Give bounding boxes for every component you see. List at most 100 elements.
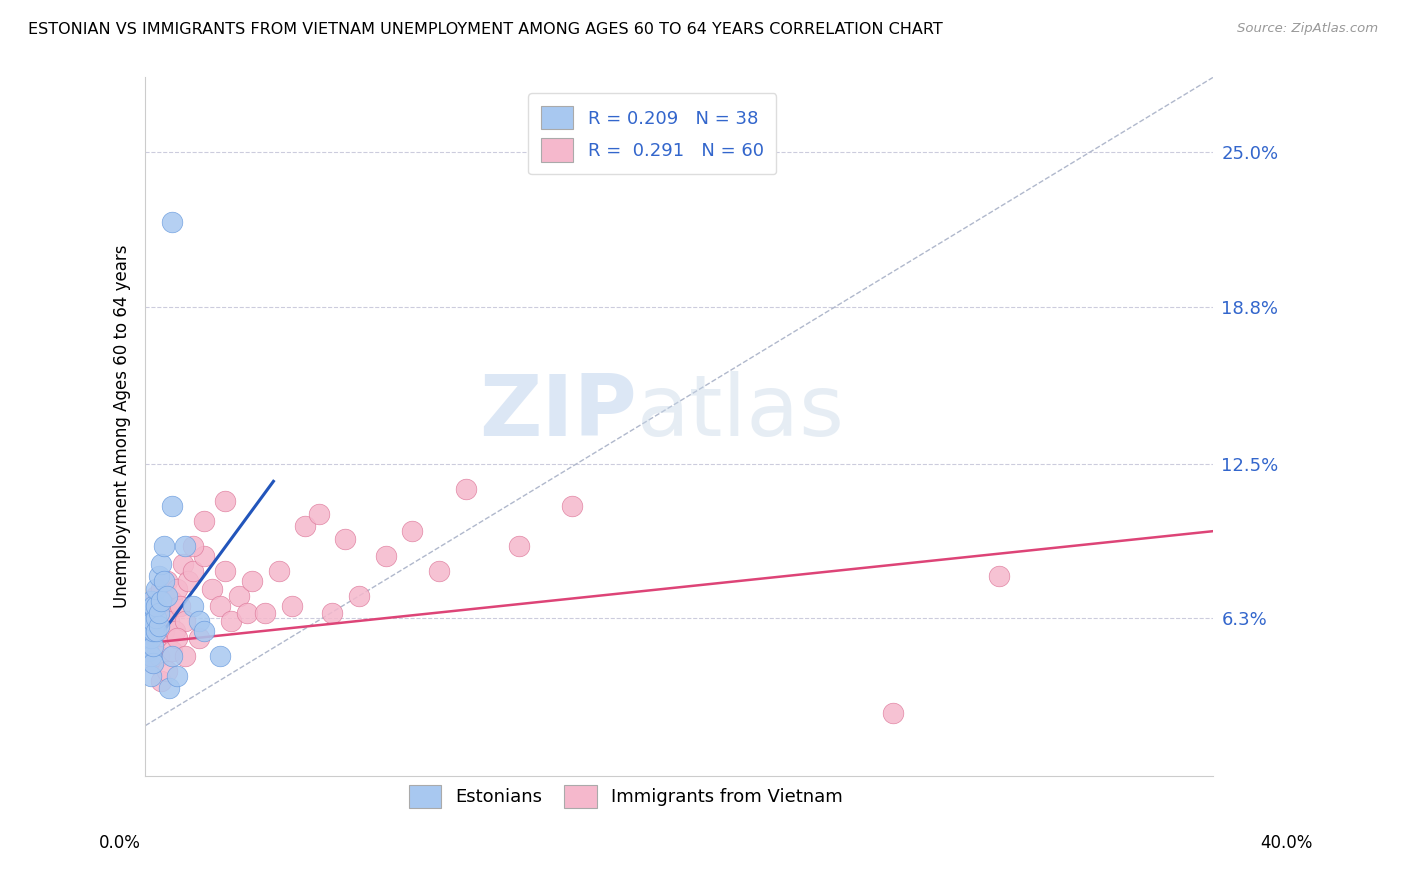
Point [281, 599, 304, 613]
Point [454, 482, 477, 496]
Point [347, 589, 370, 603]
Point [157, 614, 180, 628]
Point [209, 599, 232, 613]
Text: 40.0%: 40.0% [1260, 834, 1313, 852]
Point [209, 648, 232, 663]
Point [169, 599, 191, 613]
Point [139, 669, 162, 683]
Point [150, 673, 173, 688]
Point [142, 657, 165, 671]
Point [139, 624, 162, 638]
Point [174, 539, 197, 553]
Point [145, 582, 167, 596]
Point [174, 648, 197, 663]
Point [183, 539, 205, 553]
Point [142, 619, 165, 633]
Point [374, 549, 396, 563]
Point [294, 519, 316, 533]
Point [153, 594, 176, 608]
Point [166, 582, 188, 596]
Point [427, 564, 450, 578]
Point [145, 624, 167, 638]
Point [145, 611, 167, 625]
Point [150, 557, 173, 571]
Point [160, 644, 183, 658]
Point [160, 215, 183, 229]
Point [153, 539, 176, 553]
Point [201, 582, 224, 596]
Point [156, 664, 179, 678]
Point [142, 624, 165, 638]
Point [219, 614, 242, 628]
Point [254, 607, 277, 621]
Point [139, 594, 162, 608]
Point [156, 574, 179, 588]
Point [136, 614, 159, 628]
Point [142, 614, 165, 628]
Y-axis label: Unemployment Among Ages 60 to 64 years: Unemployment Among Ages 60 to 64 years [114, 244, 131, 608]
Text: ESTONIAN VS IMMIGRANTS FROM VIETNAM UNEMPLOYMENT AMONG AGES 60 TO 64 YEARS CORRE: ESTONIAN VS IMMIGRANTS FROM VIETNAM UNEM… [28, 22, 943, 37]
Point [166, 669, 188, 683]
Point [187, 614, 209, 628]
Point [882, 706, 904, 721]
Point [136, 619, 159, 633]
Point [308, 507, 330, 521]
Point [235, 607, 257, 621]
Point [142, 657, 165, 671]
Point [139, 599, 162, 613]
Point [240, 574, 263, 588]
Point [148, 569, 170, 583]
Point [139, 619, 162, 633]
Point [139, 648, 162, 663]
Point [183, 599, 205, 613]
Point [150, 582, 173, 596]
Point [160, 594, 183, 608]
Point [156, 589, 179, 603]
Text: ZIP: ZIP [478, 371, 637, 454]
Text: Source: ZipAtlas.com: Source: ZipAtlas.com [1237, 22, 1378, 36]
Point [148, 599, 170, 613]
Point [142, 639, 165, 653]
Point [177, 574, 200, 588]
Point [166, 632, 188, 646]
Point [335, 532, 357, 546]
Point [214, 494, 236, 508]
Point [193, 624, 215, 638]
Point [150, 594, 173, 608]
Point [148, 619, 170, 633]
Point [321, 607, 343, 621]
Legend: Estonians, Immigrants from Vietnam: Estonians, Immigrants from Vietnam [401, 778, 851, 815]
Point [401, 524, 423, 538]
Point [136, 644, 159, 658]
Point [172, 557, 194, 571]
Point [153, 624, 176, 638]
Point [142, 599, 165, 613]
Point [145, 589, 167, 603]
Point [145, 607, 167, 621]
Point [136, 607, 159, 621]
Point [174, 614, 197, 628]
Point [187, 632, 209, 646]
Point [163, 624, 186, 638]
Point [150, 614, 173, 628]
Text: 0.0%: 0.0% [98, 834, 141, 852]
Point [193, 514, 215, 528]
Point [160, 500, 183, 514]
Point [160, 648, 183, 663]
Point [508, 539, 530, 553]
Point [156, 607, 179, 621]
Point [157, 681, 180, 696]
Point [148, 619, 170, 633]
Point [153, 574, 176, 588]
Point [145, 632, 167, 646]
Point [139, 614, 162, 628]
Point [136, 632, 159, 646]
Point [139, 624, 162, 638]
Point [142, 594, 165, 608]
Point [561, 500, 583, 514]
Point [988, 569, 1011, 583]
Point [139, 632, 162, 646]
Point [228, 589, 250, 603]
Point [267, 564, 290, 578]
Point [183, 564, 205, 578]
